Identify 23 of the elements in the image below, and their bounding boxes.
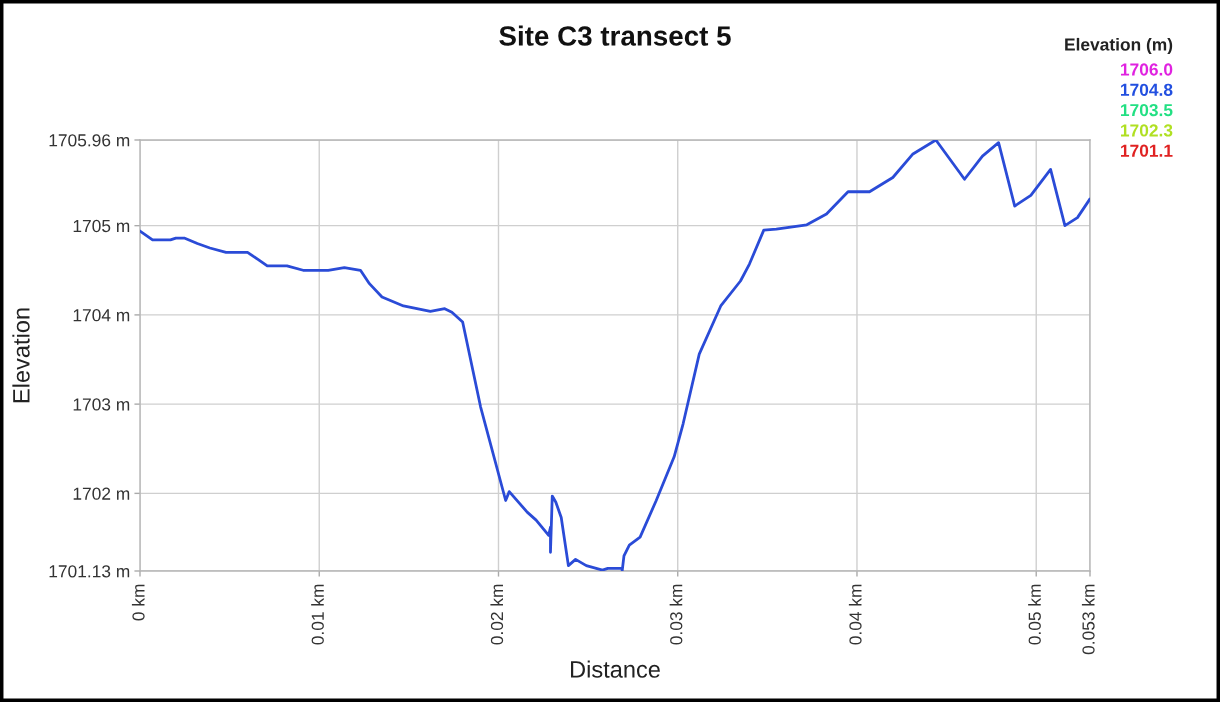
x-tick-label: 0.053 km <box>1081 584 1095 655</box>
x-tick-label: 0.04 km <box>848 584 862 645</box>
x-tick-label: 0.02 km <box>490 584 504 645</box>
color-bar-title: Elevation (m) <box>1065 37 1173 55</box>
text: 1703.5 <box>1121 103 1173 117</box>
line-series <box>140 140 1090 571</box>
chart-title: Site C3 transect 5 <box>499 25 731 46</box>
x-tick-label: 0.01 km <box>311 584 324 645</box>
y-tick-label: 1704 m <box>73 309 130 322</box>
text: 1706.0 <box>1121 63 1173 76</box>
y-tick-label: 1703 m <box>73 398 130 411</box>
text: 1701.1 <box>1121 144 1173 157</box>
x-axis-title: Distance <box>571 660 660 678</box>
y-tick-label: 1705.96 m <box>49 134 130 147</box>
x-tick-label: 0.03 km <box>669 584 683 645</box>
x-tick-label: 0.05 km <box>1028 584 1041 645</box>
text: 1702.3 <box>1121 124 1173 137</box>
x-tick-label: 0 km <box>131 584 145 621</box>
y-tick-label: 1705 m <box>73 219 130 233</box>
y-axis-title: Elevation <box>12 308 30 403</box>
y-tick-label: 1702 m <box>73 487 130 500</box>
y-tick-label: 1701.13 m <box>49 565 130 578</box>
text: 1704.8 <box>1121 83 1173 96</box>
